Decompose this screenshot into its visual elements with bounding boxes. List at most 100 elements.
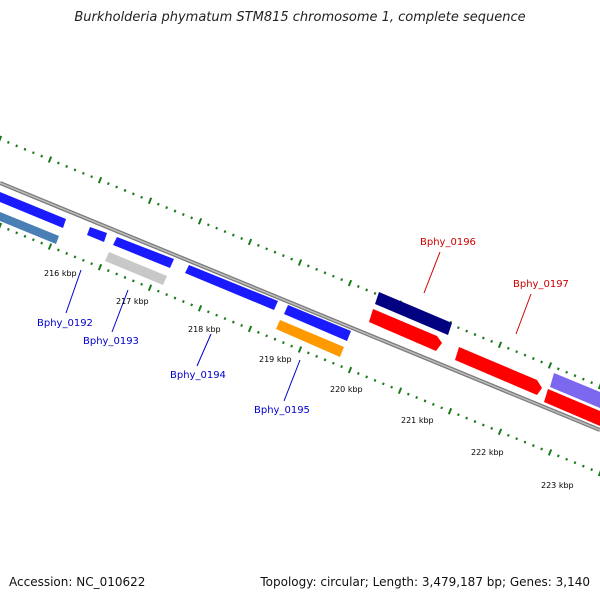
outer-tick-mark [223,230,227,234]
outer-tick-mark [90,175,94,179]
gene-feature-0191[interactable] [0,192,66,228]
outer-tick-mark [265,247,269,251]
gene-label-0192[interactable]: Bphy_0192 [37,318,93,329]
outer-tick-mark [515,350,519,354]
gene-feature-0195-a[interactable] [284,305,351,341]
outer-tick-mark [340,278,344,282]
inner-tick-mark [106,269,110,273]
outer-tick-mark [73,168,77,172]
inner-tick-mark [547,449,553,456]
inner-tick-mark [240,324,244,327]
outer-tick-mark [356,285,360,288]
gene-label-0194[interactable]: Bphy_0194 [170,370,226,381]
gene-label-0197[interactable]: Bphy_0197 [513,279,569,290]
inner-tick-mark [156,289,160,293]
inner-tick-mark [490,426,494,430]
inner-tick-mark [573,461,577,465]
gene-label-0196[interactable]: Bphy_0196 [420,237,476,248]
inner-tick-mark [23,234,27,238]
inner-tick-mark [506,433,510,437]
inner-tick-mark [173,296,177,300]
gene-feature-small[interactable] [87,227,107,242]
callout-line-0194 [196,333,212,367]
gene-feature-0197-b[interactable] [544,389,600,426]
outer-tick-mark [481,336,485,340]
inner-tick-mark [423,399,427,403]
outer-tick-mark [573,374,577,378]
inner-tick-mark [231,320,235,324]
page-title: Burkholderia phymatum STM815 chromosome … [74,10,526,25]
gene-feature-0196-b[interactable] [369,309,442,351]
gene-feature-0194[interactable] [185,265,278,310]
callout-line-0195 [283,359,301,402]
inner-tick-mark [347,366,353,374]
tick-label: 223 kbp [541,481,574,490]
outer-tick-mark [540,360,544,364]
gene-feature-0197-a[interactable] [455,347,542,395]
inner-tick-mark [497,428,503,436]
backbone-highlight [0,182,600,431]
inner-tick-mark [81,258,85,262]
inner-tick-mark [365,375,369,379]
tick-label: 216 kbp [44,269,77,278]
gene-feature-0198[interactable] [550,373,600,408]
tick-label: 217 kbp [116,297,149,306]
outer-tick-mark [6,140,10,144]
inner-tick-mark [356,372,360,375]
accession-text: Accession: NC_010622 [9,575,146,589]
outer-tick-mark [373,291,377,295]
inner-tick-mark [597,470,600,477]
outer-tick-mark [15,144,19,148]
inner-tick-mark [431,402,435,406]
callout-line-0197 [515,293,532,335]
outer-tick-mark [190,216,194,220]
outer-tick-mark [206,223,210,227]
inner-tick-mark [297,346,303,353]
outer-tick-mark [81,171,85,175]
gene-feature-0193-b[interactable] [105,252,167,285]
callout-line-0196 [423,251,441,294]
outer-tick-mark [465,329,469,333]
outer-tick-mark [490,339,494,343]
outer-tick-mark [347,279,353,287]
inner-tick-mark [481,423,485,427]
gene-feature-0192[interactable] [0,212,59,244]
inner-tick-mark [465,416,469,420]
inner-tick-mark [273,337,277,341]
inner-tick-mark [115,272,119,276]
gene-feature-0195-b[interactable] [276,320,344,357]
outer-tick-mark [65,164,69,168]
inner-tick-mark [315,354,319,358]
inner-tick-mark [440,406,444,410]
inner-tick-mark [397,387,403,394]
outer-tick-mark [273,250,277,254]
outer-tick-mark [106,182,110,186]
outer-tick-mark [231,233,235,237]
outer-tick-mark [0,135,3,142]
outer-tick-mark [197,218,203,225]
inner-tick-mark [97,263,103,271]
inner-tick-mark [373,378,377,382]
outer-tick-mark [290,257,294,261]
outer-tick-mark [115,185,119,189]
outer-tick-mark [47,156,53,163]
outer-tick-mark [581,377,585,381]
outer-tick-mark [247,238,253,246]
tick-label: 221 kbp [401,416,434,425]
outer-tick-mark [565,370,569,374]
inner-tick-mark [256,330,260,334]
inner-tick-mark [515,437,519,441]
inner-tick-mark [447,407,453,415]
outer-tick-mark [297,259,303,266]
gene-feature-0196-a[interactable] [375,292,452,335]
gene-label-0195[interactable]: Bphy_0195 [254,405,310,416]
gene-feature-0193-a[interactable] [113,237,174,268]
callout-line-0193 [111,289,129,333]
outer-tick-mark [165,206,169,210]
gene-label-0193[interactable]: Bphy_0193 [83,336,139,347]
inner-tick-mark [390,385,394,389]
inner-tick-mark [223,317,227,321]
outer-tick-mark [315,267,319,271]
inner-tick-mark [140,282,144,286]
